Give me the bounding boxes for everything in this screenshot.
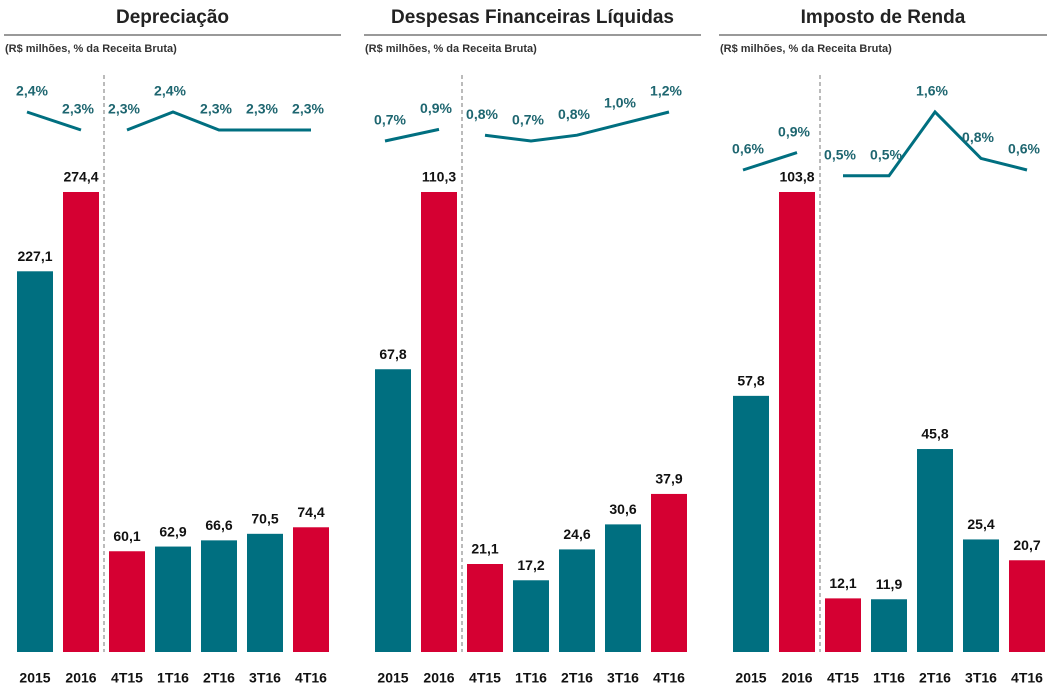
bar-value-label: 57,8 [737,373,764,389]
bar [963,539,999,652]
x-tick-label: 3T16 [607,670,639,686]
x-tick-label: 2016 [423,670,454,686]
x-tick-label: 4T15 [111,670,143,686]
percent-label: 2,3% [62,101,94,117]
x-tick-label: 2T16 [561,670,593,686]
x-tick-label: 4T15 [827,670,859,686]
chart-title: Depreciação [116,7,229,28]
bar [605,524,641,652]
bar-value-label: 74,4 [297,504,324,520]
bar-value-label: 11,9 [876,576,903,592]
bar [109,551,145,652]
x-tick-label: 3T16 [965,670,997,686]
bar [733,395,769,652]
bar [513,580,549,652]
x-tick-label: 2T16 [203,670,235,686]
bar [917,449,953,652]
bar [201,540,237,652]
percent-label: 2,4% [16,83,48,99]
percent-label: 0,8% [466,106,498,122]
bar-value-label: 62,9 [159,523,186,539]
percent-line [843,109,1028,178]
x-tick-label: 4T16 [295,670,327,686]
bar-value-label: 24,6 [563,526,590,542]
x-tick-label: 2016 [65,670,96,686]
bar [651,493,687,652]
bar [63,192,99,652]
bar-value-label: 20,7 [1013,537,1040,553]
x-tick-label: 1T16 [157,670,189,686]
percent-line [384,127,440,143]
bar [825,598,861,652]
percent-label: 0,8% [558,106,590,122]
x-tick-label: 1T16 [873,670,905,686]
bar [871,599,907,652]
percent-label: 0,9% [420,100,452,116]
bar-value-label: 110,3 [422,169,456,185]
percent-label: 1,0% [604,94,636,110]
x-tick-label: 2015 [377,670,408,686]
x-tick-label: 1T16 [515,670,547,686]
x-tick-label: 2016 [781,670,812,686]
bar-value-label: 21,1 [471,541,498,557]
bar-value-label: 227,1 [17,248,52,264]
bar [559,549,595,652]
percent-label: 2,3% [292,101,324,117]
bar [467,564,503,652]
percent-line [126,110,311,132]
percent-label: 2,3% [108,101,140,117]
chart-subtitle: (R$ milhões, % da Receita Bruta) [365,43,537,55]
percent-label: 0,8% [962,129,994,145]
bar-value-label: 103,8 [779,169,814,185]
bar-value-label: 30,6 [609,501,636,517]
bar-value-label: 12,1 [829,575,856,591]
bar-value-label: 37,9 [655,471,682,487]
bar [779,192,815,652]
x-tick-label: 4T16 [653,670,685,686]
chart-title: Imposto de Renda [801,7,966,28]
percent-label: 0,6% [732,141,764,157]
x-tick-label: 2015 [19,670,50,686]
bar-value-label: 45,8 [921,426,948,442]
bar-value-label: 60,1 [113,528,140,544]
percent-label: 0,7% [374,112,406,128]
percent-label: 2,4% [154,83,186,99]
x-tick-label: 2015 [735,670,766,686]
percent-label: 0,5% [870,147,902,163]
chart-subtitle: (R$ milhões, % da Receita Bruta) [5,43,177,55]
percent-label: 0,5% [824,147,856,163]
bar-value-label: 70,5 [251,511,278,527]
percent-label: 1,6% [916,83,948,99]
percent-line [484,110,670,143]
bar [247,533,283,652]
percent-label: 2,3% [200,101,232,117]
x-tick-label: 4T15 [469,670,501,686]
bar [375,369,411,652]
percent-label: 0,6% [1008,141,1040,157]
percent-line [26,110,82,132]
bar [1009,560,1045,652]
x-tick-label: 4T16 [1011,670,1043,686]
bar [421,192,457,652]
bar-value-label: 274,4 [63,169,98,185]
bar-value-label: 67,8 [379,346,406,362]
chart-subtitle: (R$ milhões, % da Receita Bruta) [720,43,892,55]
x-tick-label: 3T16 [249,670,281,686]
bar [155,546,191,652]
chart-title: Despesas Financeiras Líquidas [391,7,674,28]
bar-value-label: 25,4 [967,516,994,532]
percent-line [742,151,798,172]
percent-label: 1,2% [650,83,682,99]
bar [17,271,53,652]
percent-label: 2,3% [246,101,278,117]
bar-value-label: 66,6 [205,517,232,533]
percent-label: 0,7% [512,112,544,128]
bar [293,527,329,652]
x-tick-label: 2T16 [919,670,951,686]
bar-value-label: 17,2 [517,557,544,573]
percent-label: 0,9% [778,123,810,139]
